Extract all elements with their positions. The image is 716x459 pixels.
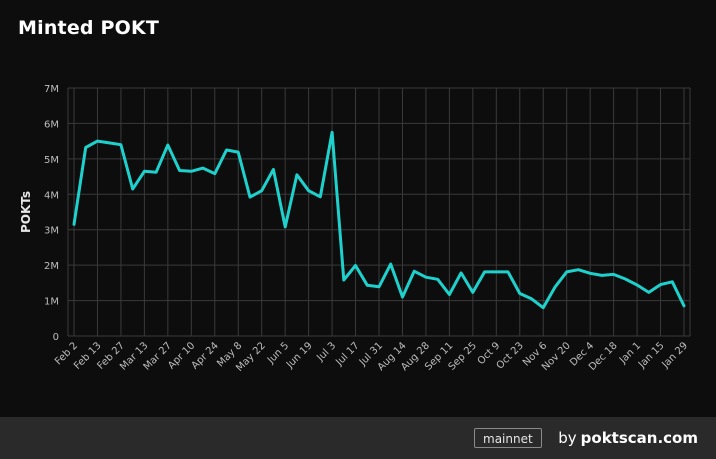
x-tick-label: Jan 15: [636, 340, 667, 371]
x-tick-label: Jul 17: [333, 340, 361, 368]
network-badge: mainnet: [474, 428, 542, 448]
y-tick-label: 7M: [44, 84, 59, 95]
x-tick-label: Jan 29: [659, 340, 690, 371]
y-tick-label: 4M: [44, 190, 59, 201]
grid-lines: [67, 87, 691, 337]
attribution[interactable]: by poktscan.com: [558, 428, 698, 448]
y-axis-ticks: 0 1M 2M 3M 4M 5M 6M 7M: [44, 84, 59, 343]
y-tick-label: 2M: [44, 261, 59, 272]
y-axis-label: POKTs: [19, 191, 33, 233]
brand-link[interactable]: poktscan.com: [580, 429, 698, 447]
x-tick-label: Jun 19: [284, 340, 315, 371]
y-tick-label: 3M: [44, 226, 59, 237]
chart-title: Minted POKT: [18, 17, 160, 39]
y-tick-label: 6M: [44, 119, 59, 130]
series-line: [72, 130, 686, 310]
y-tick-label: 1M: [44, 297, 59, 308]
series-group: [72, 130, 686, 310]
y-tick-label: 5M: [44, 155, 59, 166]
attribution-prefix: by: [558, 429, 577, 447]
footer-bar: mainnet by poktscan.com: [0, 417, 716, 459]
y-tick-label: 0: [53, 332, 59, 343]
